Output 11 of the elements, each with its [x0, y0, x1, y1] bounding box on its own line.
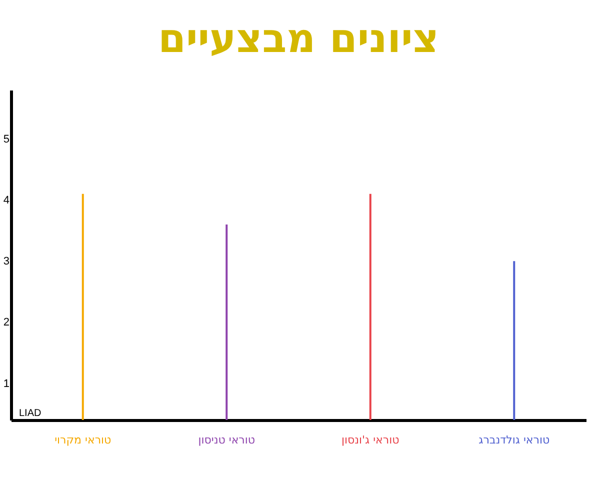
x-tick-label: טוראי ג'ונסון	[342, 434, 400, 446]
x-tick-label: טוראי מקרוי	[54, 434, 112, 446]
y-tick-label: 2	[3, 316, 10, 329]
y-tick-label: 4	[3, 194, 10, 206]
x-tick-label: טוראי טניסון	[198, 434, 256, 446]
y-tick-label: 3	[3, 256, 10, 268]
y-tick-label: 5	[3, 133, 10, 146]
y-tick-label: 1	[3, 378, 10, 390]
x-tick-label: טוראי גולדנברג	[478, 434, 550, 446]
chart-title: ציונים מבצעיים	[158, 16, 439, 62]
annotation: LIAD	[19, 408, 42, 419]
